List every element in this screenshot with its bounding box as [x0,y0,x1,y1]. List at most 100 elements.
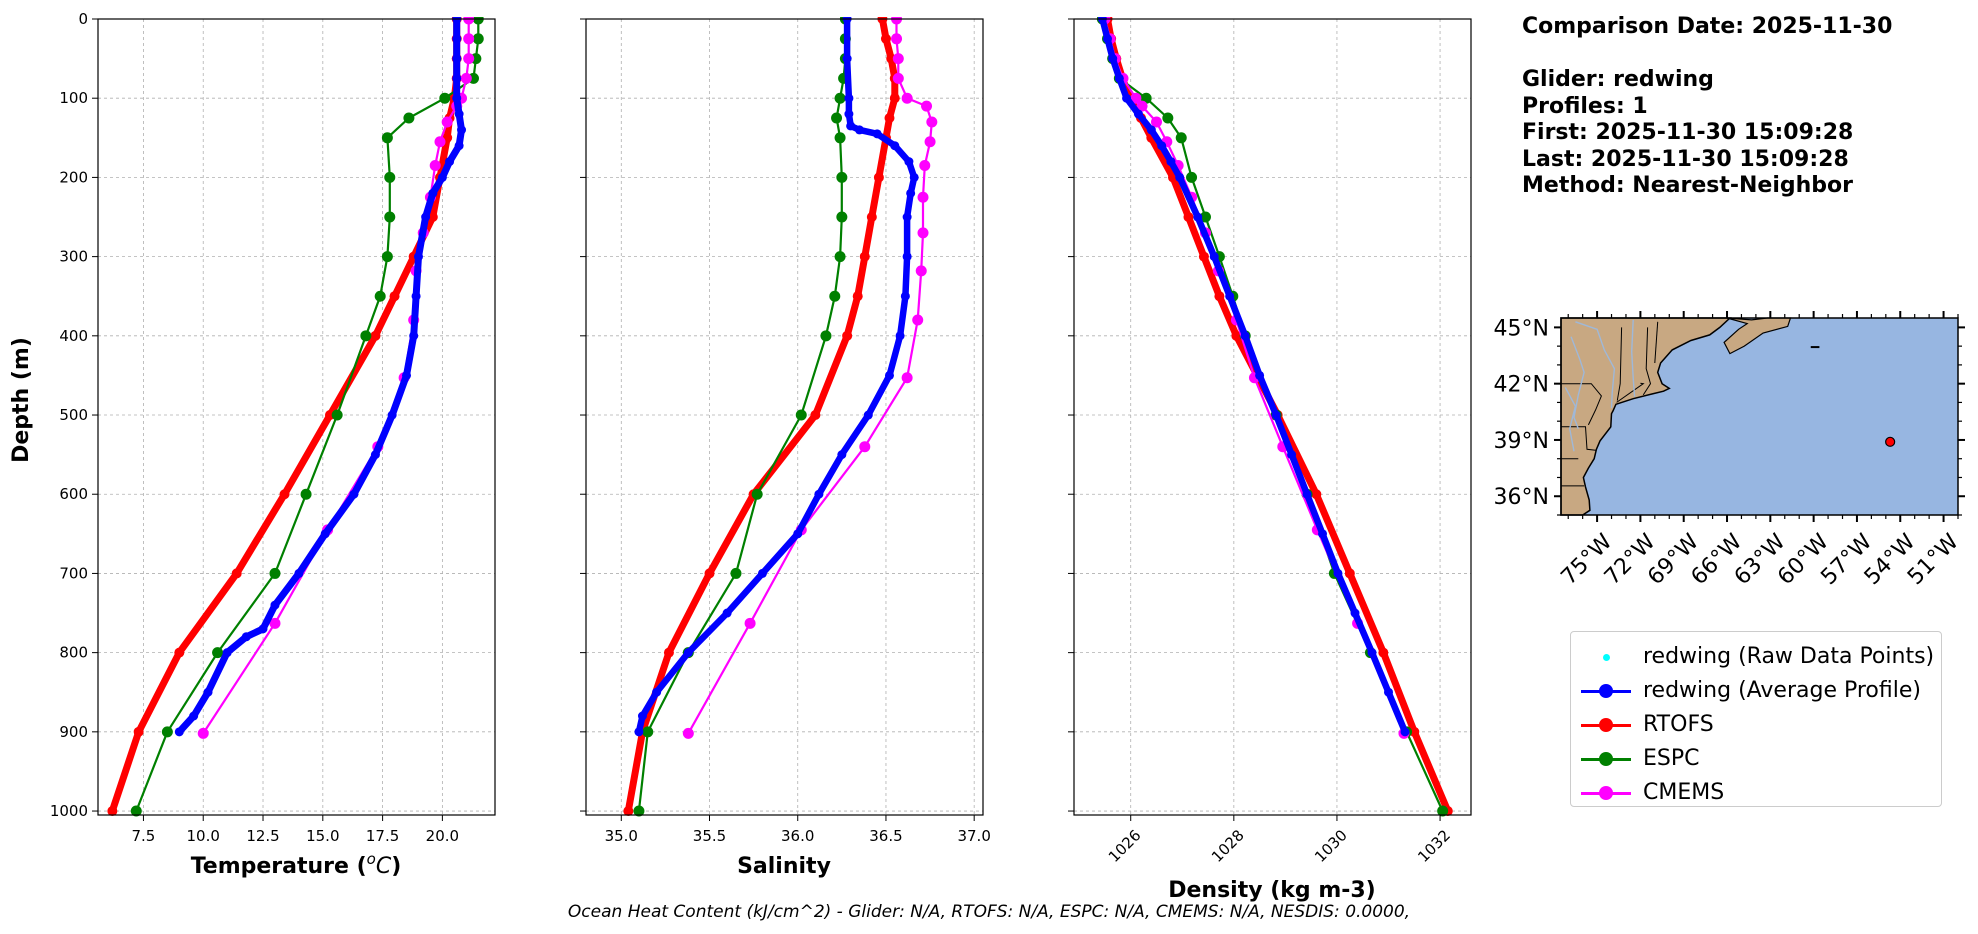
data-point [917,191,929,203]
y-tick-label: 400 [59,327,88,345]
data-point [884,370,894,380]
data-point [846,121,856,131]
x-tick-label: 35.5 [693,827,726,845]
axes-frame [585,18,984,816]
data-point [203,687,213,697]
data-point [1186,171,1198,183]
legend-marker-swatch [1599,752,1613,766]
data-point [859,251,870,262]
state-border [1642,327,1652,396]
ocean-heat-content-footer: Ocean Heat Content (kJ/cm^2) - Glider: N… [567,902,1411,922]
data-point [829,290,841,302]
data-point [1367,648,1377,658]
data-point [174,647,185,658]
data-point [413,252,423,262]
data-point [320,529,330,539]
y-tick-label: 100 [59,89,88,107]
state-border [1654,321,1659,364]
data-point [1437,805,1449,817]
data-point [161,726,173,738]
data-point [836,211,848,223]
data-point [452,73,462,83]
data-point [834,92,846,104]
data-point [912,314,924,326]
data-point [403,112,415,124]
state-border [1616,327,1623,401]
legend-label: CMEMS [1643,780,1725,805]
state-border [1561,426,1596,451]
y-tick-label: 200 [59,168,88,186]
data-point [441,116,453,128]
data-point [1271,410,1281,420]
data-point [269,617,281,629]
data-point [472,33,484,45]
data-point [637,711,647,721]
y-tick-label: 700 [59,564,88,582]
temperature-panel: 7.5 10.0 12.5 15.0 17.5 20.0 0 100 200 300 400 500 6… [50,10,496,845]
data-point [360,330,372,342]
data-point [1209,252,1219,262]
data-point [279,489,290,500]
data-point [1103,34,1113,44]
data-point [892,53,904,65]
data-point [1193,212,1203,222]
data-point [384,171,396,183]
data-point [454,141,464,151]
y-tick-label: 900 [59,723,88,741]
first-time: First: 2025-11-30 15:09:28 [1522,120,1854,145]
data-point [174,727,184,737]
x-tick-label: 1032 [1414,826,1454,866]
map-lat-label: 45°N [1494,316,1549,341]
data-point [814,489,824,499]
river [1570,336,1585,429]
data-point [107,806,118,817]
data-point [384,211,396,223]
data-point [919,160,931,172]
data-point [1311,489,1322,500]
data-point [212,647,224,659]
data-point [258,624,268,634]
x-tick-label: 1030 [1311,826,1351,866]
data-point [889,93,900,104]
data-point [642,726,654,738]
legend-label: redwing (Raw Data Points) [1643,644,1935,669]
data-point [434,136,446,148]
series-line [202,17,470,735]
data-point [270,600,280,610]
data-point [873,172,884,183]
x-tick-label: 37.0 [957,827,990,845]
data-point [892,72,904,84]
data-point [722,608,732,618]
info-panel: Comparison Date: 2025-11-30 Glider: redw… [1522,14,1892,200]
data-point [844,93,854,103]
data-point [744,617,756,629]
map-lat-label: 39°N [1494,429,1549,454]
data-point [381,132,393,144]
legend: redwing (Raw Data Points) redwing (Averag… [1570,631,1942,807]
density-panel: 1026 1028 1030 1032 [1068,17,1472,866]
land-us-coast [1560,317,1732,516]
data-point [1302,489,1312,499]
data-point [854,125,864,135]
legend-label: RTOFS [1643,712,1714,737]
salinity-axis-label: Salinity [737,854,831,879]
data-point [863,410,873,420]
data-point [197,727,209,739]
data-point [1198,251,1209,262]
legend-entry: CMEMS [1571,776,1941,810]
legend-entry: ESPC [1571,742,1941,776]
data-point [1175,172,1185,182]
comparison-date: Comparison Date: 2025-11-30 [1522,14,1893,39]
data-point [402,370,412,380]
axes-frame [1073,18,1472,816]
x-tick-label: 10.0 [187,827,220,845]
data-point [437,172,447,182]
x-tick-label: 36.5 [869,827,902,845]
data-point [834,251,846,263]
data-point [831,112,843,124]
data-point [836,171,848,183]
data-point [457,125,467,135]
series-line [135,17,480,813]
data-point [633,805,645,817]
